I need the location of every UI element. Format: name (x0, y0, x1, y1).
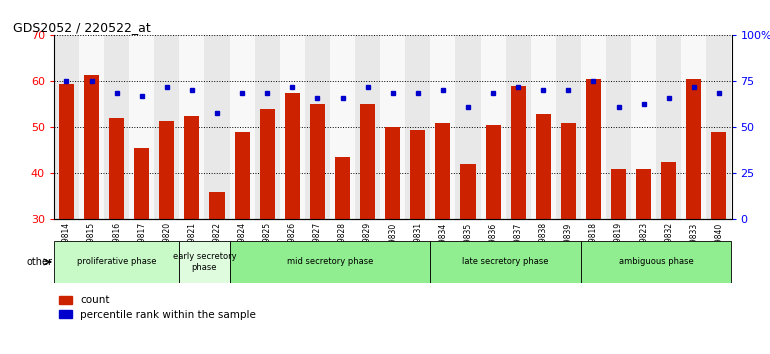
Text: late secretory phase: late secretory phase (462, 257, 549, 267)
Bar (355, 35, 380, 219)
Bar (681, 35, 706, 219)
Text: proliferative phase: proliferative phase (77, 257, 156, 267)
Bar (259, 109, 275, 219)
Bar (235, 132, 249, 219)
Bar (209, 192, 225, 219)
Bar (661, 162, 676, 219)
Bar (104, 35, 129, 219)
Bar (486, 125, 500, 219)
Bar (511, 86, 526, 219)
Bar (109, 118, 124, 219)
Bar (606, 35, 631, 219)
Legend: count, percentile rank within the sample: count, percentile rank within the sample (59, 296, 256, 320)
Bar (455, 35, 480, 219)
Bar (59, 84, 74, 219)
Bar (581, 241, 732, 283)
Bar (435, 123, 450, 219)
Bar (154, 35, 179, 219)
Bar (179, 35, 205, 219)
Bar (581, 35, 606, 219)
Bar (229, 35, 255, 219)
Bar (159, 120, 174, 219)
Bar (711, 132, 726, 219)
Bar (385, 127, 400, 219)
Text: GDS2052 / 220522_at: GDS2052 / 220522_at (13, 21, 151, 34)
Bar (430, 241, 581, 283)
Text: ambiguous phase: ambiguous phase (619, 257, 694, 267)
Text: early secretory
phase: early secretory phase (172, 252, 236, 272)
Bar (531, 35, 556, 219)
Bar (706, 35, 732, 219)
Bar (134, 148, 149, 219)
Bar (656, 35, 681, 219)
Bar (380, 35, 405, 219)
Bar (506, 35, 531, 219)
Text: other: other (27, 257, 52, 267)
Bar (285, 93, 300, 219)
Bar (229, 241, 430, 283)
Bar (54, 35, 79, 219)
Bar (84, 74, 99, 219)
Bar (330, 35, 355, 219)
Bar (179, 241, 229, 283)
Bar (631, 35, 656, 219)
Bar (536, 114, 551, 219)
Bar (611, 169, 626, 219)
Bar (480, 35, 506, 219)
Bar (129, 35, 154, 219)
Bar (280, 35, 305, 219)
Bar (79, 35, 104, 219)
Bar (410, 130, 425, 219)
Bar (335, 157, 350, 219)
Bar (636, 169, 651, 219)
Text: mid secretory phase: mid secretory phase (286, 257, 373, 267)
Bar (460, 164, 476, 219)
Bar (430, 35, 455, 219)
Bar (184, 116, 199, 219)
Bar (54, 241, 179, 283)
Bar (586, 79, 601, 219)
Bar (310, 104, 325, 219)
Bar (556, 35, 581, 219)
Bar (205, 35, 229, 219)
Bar (255, 35, 280, 219)
Bar (305, 35, 330, 219)
Bar (686, 79, 701, 219)
Bar (405, 35, 430, 219)
Bar (561, 123, 576, 219)
Bar (360, 104, 375, 219)
